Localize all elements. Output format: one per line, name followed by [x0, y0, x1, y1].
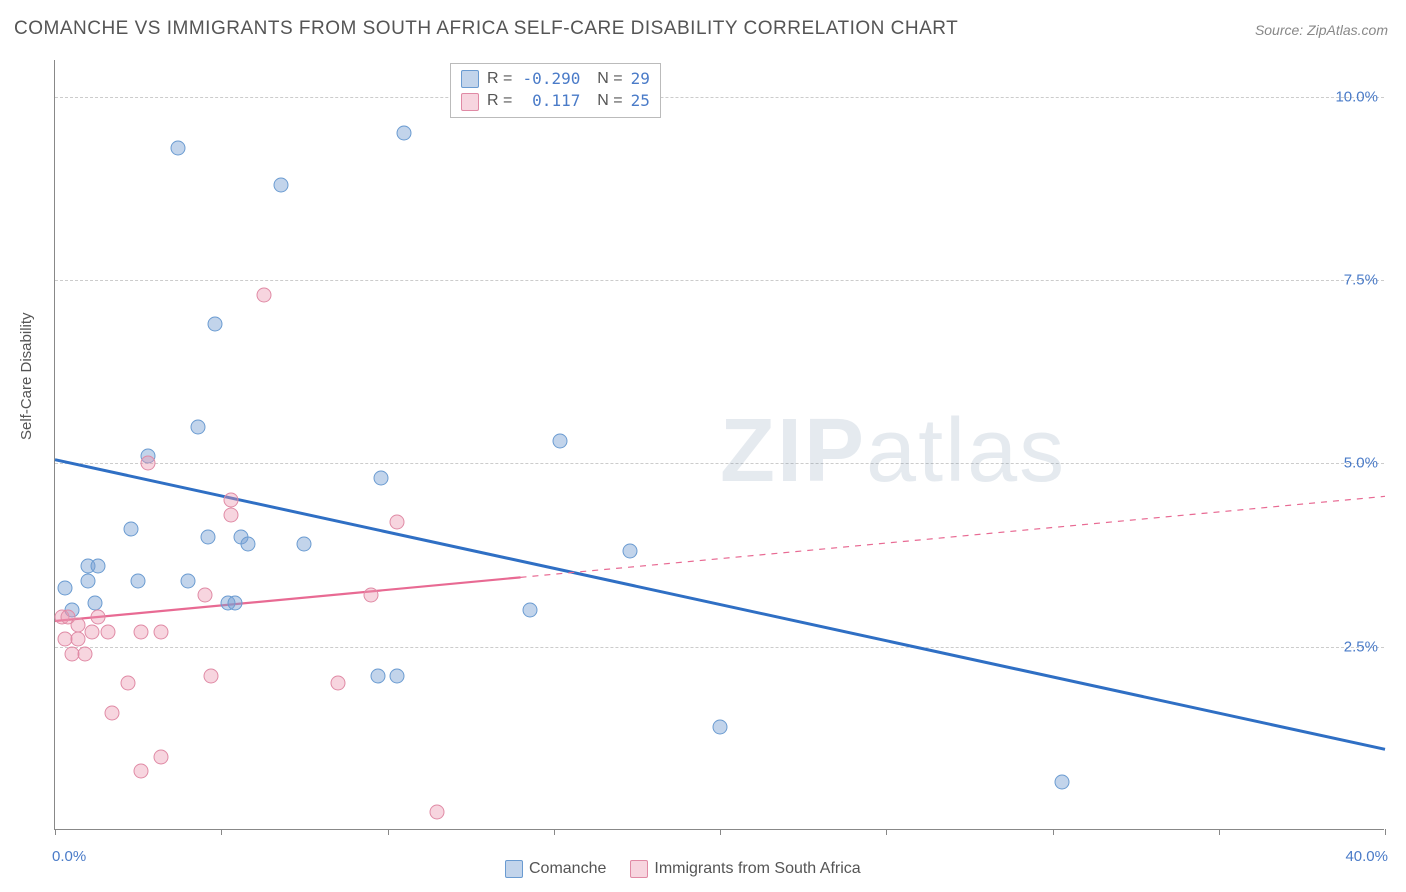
n-label: N =: [588, 68, 622, 90]
data-point: [397, 126, 412, 141]
chart-title: COMANCHE VS IMMIGRANTS FROM SOUTH AFRICA…: [14, 18, 958, 40]
data-point: [154, 625, 169, 640]
data-point: [101, 625, 116, 640]
stats-row: R = 0.117 N = 25: [461, 90, 650, 112]
x-tick: [1053, 829, 1054, 835]
data-point: [207, 317, 222, 332]
legend-item: Immigrants from South Africa: [630, 860, 860, 878]
data-point: [227, 595, 242, 610]
data-point: [297, 537, 312, 552]
data-point: [131, 573, 146, 588]
data-point: [91, 610, 106, 625]
data-point: [57, 581, 72, 596]
data-point: [134, 625, 149, 640]
gridline: [55, 647, 1384, 648]
data-point: [363, 588, 378, 603]
x-tick: [886, 829, 887, 835]
x-tick: [388, 829, 389, 835]
x-tick: [1219, 829, 1220, 835]
legend-label: Comanche: [529, 860, 606, 878]
data-point: [523, 603, 538, 618]
plot-area: 2.5% 5.0% 7.5% 10.0%: [54, 60, 1384, 830]
data-point: [121, 676, 136, 691]
data-point: [87, 595, 102, 610]
stats-legend: R = -0.290 N = 29R = 0.117 N = 25: [450, 63, 661, 118]
y-tick-label: 2.5%: [1344, 638, 1378, 655]
data-point: [1055, 775, 1070, 790]
x-min-label: 0.0%: [52, 848, 86, 865]
legend-item: Comanche: [505, 860, 606, 878]
legend-swatch: [630, 860, 648, 878]
data-point: [274, 177, 289, 192]
data-point: [430, 804, 445, 819]
data-point: [81, 573, 96, 588]
y-tick-label: 5.0%: [1344, 455, 1378, 472]
gridline: [55, 463, 1384, 464]
data-point: [134, 764, 149, 779]
data-point: [141, 456, 156, 471]
data-point: [104, 705, 119, 720]
gridline: [55, 280, 1384, 281]
x-tick: [554, 829, 555, 835]
r-label: R =: [487, 68, 512, 90]
source-label: Source: ZipAtlas.com: [1255, 22, 1388, 38]
data-point: [330, 676, 345, 691]
series-legend: Comanche Immigrants from South Africa: [505, 860, 861, 878]
data-point: [553, 434, 568, 449]
data-point: [181, 573, 196, 588]
data-point: [77, 647, 92, 662]
legend-swatch: [461, 70, 479, 88]
data-point: [91, 559, 106, 574]
y-axis-label: Self-Care Disability: [18, 312, 35, 440]
legend-label: Immigrants from South Africa: [654, 860, 860, 878]
data-point: [257, 287, 272, 302]
data-point: [200, 529, 215, 544]
data-point: [373, 471, 388, 486]
r-value: -0.290: [520, 68, 580, 90]
x-max-label: 40.0%: [1345, 848, 1388, 865]
data-point: [370, 669, 385, 684]
data-point: [154, 749, 169, 764]
x-tick: [720, 829, 721, 835]
data-point: [171, 141, 186, 156]
legend-swatch: [461, 93, 479, 111]
y-tick-label: 10.0%: [1335, 88, 1378, 105]
data-point: [390, 669, 405, 684]
x-tick: [1385, 829, 1386, 835]
data-point: [240, 537, 255, 552]
data-point: [623, 544, 638, 559]
data-point: [204, 669, 219, 684]
r-value: 0.117: [520, 90, 580, 112]
data-point: [224, 493, 239, 508]
n-value: 25: [631, 90, 650, 112]
data-point: [124, 522, 139, 537]
x-tick: [221, 829, 222, 835]
legend-swatch: [505, 860, 523, 878]
r-label: R =: [487, 90, 512, 112]
n-value: 29: [631, 68, 650, 90]
n-label: N =: [588, 90, 622, 112]
data-point: [390, 515, 405, 530]
data-point: [197, 588, 212, 603]
data-point: [84, 625, 99, 640]
gridline: [55, 97, 1384, 98]
stats-row: R = -0.290 N = 29: [461, 68, 650, 90]
x-tick: [55, 829, 56, 835]
y-tick-label: 7.5%: [1344, 272, 1378, 289]
data-point: [224, 507, 239, 522]
data-point: [190, 419, 205, 434]
data-point: [713, 720, 728, 735]
